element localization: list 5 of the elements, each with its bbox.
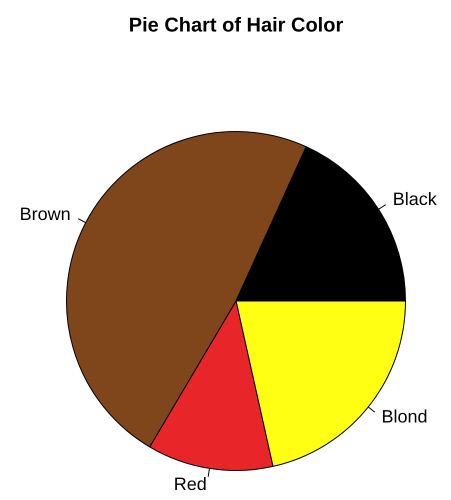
chart-title: Pie Chart of Hair Color (128, 14, 344, 37)
slice-label: Black (392, 189, 438, 210)
slice-label: Brown (20, 204, 71, 224)
slice-label: Red (174, 474, 207, 494)
slice-label: Blond (382, 406, 428, 427)
